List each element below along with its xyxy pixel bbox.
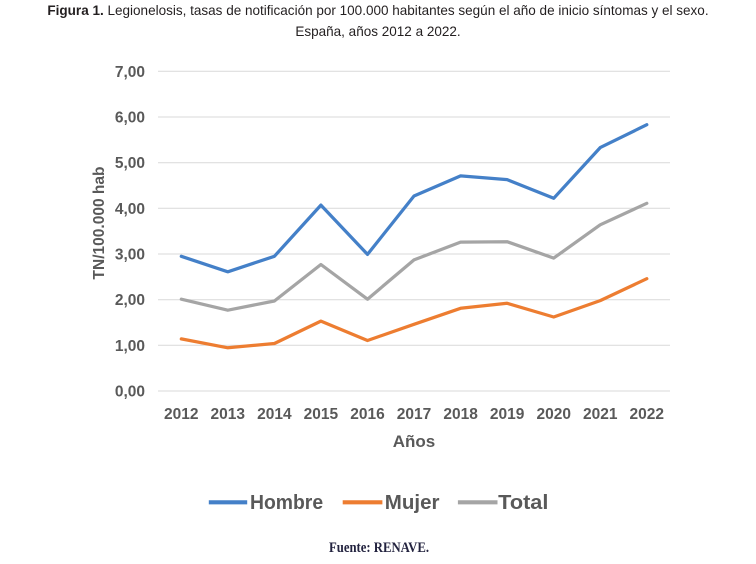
svg-text:0,00: 0,00	[115, 384, 145, 401]
svg-text:Hombre: Hombre	[250, 491, 323, 514]
svg-text:1,00: 1,00	[115, 338, 145, 355]
svg-text:2019: 2019	[490, 406, 525, 423]
svg-text:2017: 2017	[397, 406, 431, 423]
svg-text:4,00: 4,00	[115, 201, 145, 218]
svg-text:2022: 2022	[630, 406, 664, 423]
svg-text:Mujer: Mujer	[385, 491, 440, 514]
svg-text:6,00: 6,00	[115, 110, 145, 127]
svg-text:2014: 2014	[257, 406, 292, 423]
svg-text:3,00: 3,00	[115, 247, 145, 264]
svg-text:Fuente: RENAVE.: Fuente: RENAVE.	[329, 540, 429, 556]
svg-text:Total: Total	[498, 491, 548, 514]
svg-text:2013: 2013	[211, 406, 246, 423]
svg-text:TN/100.000 hab: TN/100.000 hab	[91, 167, 108, 280]
svg-text:2020: 2020	[536, 406, 570, 423]
svg-text:2015: 2015	[304, 406, 339, 423]
svg-text:5,00: 5,00	[115, 155, 145, 172]
svg-text:2016: 2016	[350, 406, 385, 423]
svg-text:2012: 2012	[164, 406, 198, 423]
svg-text:2021: 2021	[583, 406, 618, 423]
svg-text:2018: 2018	[443, 406, 478, 423]
svg-text:7,00: 7,00	[115, 64, 145, 81]
svg-text:2,00: 2,00	[115, 292, 145, 309]
svg-text:Años: Años	[393, 432, 436, 451]
